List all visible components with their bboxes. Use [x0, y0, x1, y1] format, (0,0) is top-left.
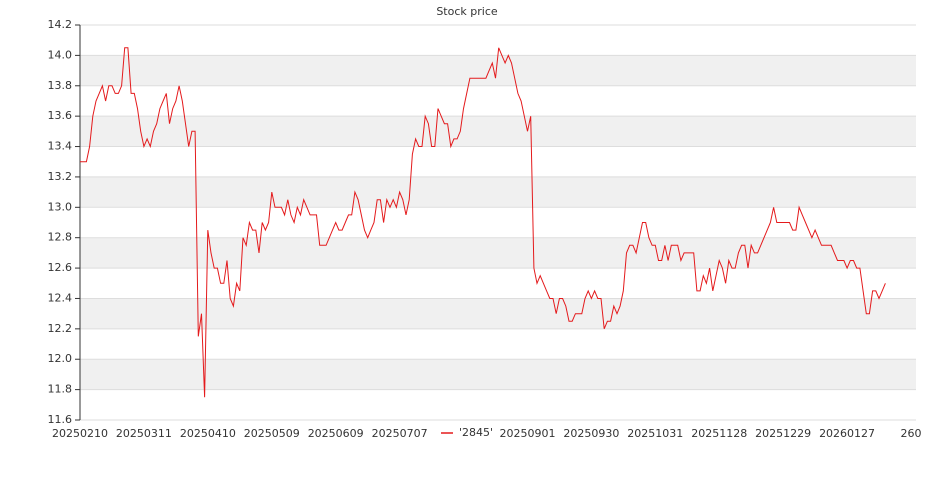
x-tick-label: 20250930	[563, 427, 619, 440]
y-tick-label: 13.0	[48, 200, 73, 213]
x-tick-label: 20250609	[308, 427, 364, 440]
y-tick-label: 11.8	[48, 383, 73, 396]
x-tick-label: 20260127	[819, 427, 875, 440]
y-tick-label: 12.6	[48, 261, 73, 274]
y-tick-label: 12.8	[48, 231, 73, 244]
x-tick-label: 20251031	[627, 427, 683, 440]
grid-band	[80, 298, 916, 329]
y-tick-label: 13.4	[48, 140, 73, 153]
x-tick-label: 260	[901, 427, 922, 440]
grid-band	[80, 237, 916, 269]
y-tick-label: 11.6	[48, 413, 73, 426]
x-tick-label: 20250707	[372, 427, 428, 440]
x-tick-label: 20250509	[244, 427, 300, 440]
legend-label: '2845'	[459, 426, 493, 439]
y-tick-label: 14.2	[48, 18, 73, 31]
y-tick-label: 13.8	[48, 79, 73, 92]
x-tick-label: 20250410	[180, 427, 236, 440]
legend-box	[436, 425, 498, 441]
grid-band	[80, 359, 916, 390]
y-tick-label: 12.0	[48, 352, 73, 365]
y-tick-label: 13.2	[48, 170, 73, 183]
y-tick-label: 12.4	[48, 291, 73, 304]
x-tick-label: 20250311	[116, 427, 172, 440]
x-tick-label: 20251128	[691, 427, 747, 440]
x-tick-label: 20250901	[499, 427, 555, 440]
y-tick-label: 13.6	[48, 109, 73, 122]
grid-band	[80, 55, 916, 86]
y-tick-label: 12.2	[48, 322, 73, 335]
x-tick-label: 20251229	[755, 427, 811, 440]
chart-title: Stock price	[436, 5, 498, 18]
grid-band	[80, 176, 916, 208]
y-tick-label: 14.0	[48, 48, 73, 61]
grid-band	[80, 116, 916, 147]
data-line	[80, 47, 886, 398]
x-tick-label: 20250210	[52, 427, 108, 440]
